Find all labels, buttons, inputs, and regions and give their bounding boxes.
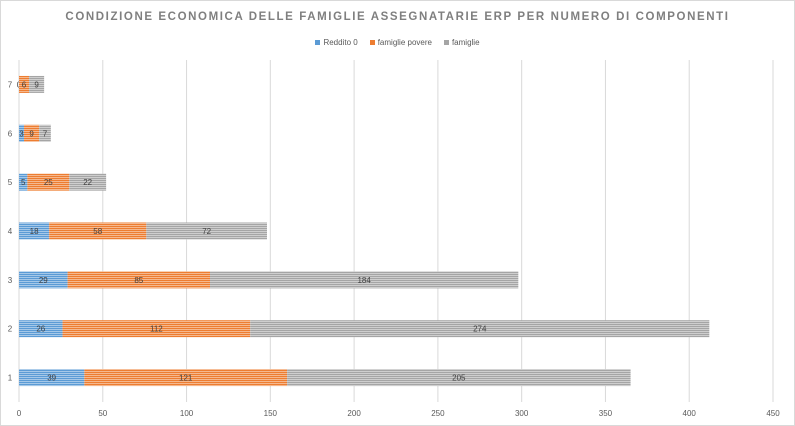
bar-segment bbox=[27, 173, 70, 191]
bar-segment bbox=[62, 320, 251, 338]
y-tick-label: 2 bbox=[8, 325, 13, 334]
y-tick-label: 3 bbox=[8, 276, 13, 285]
y-tick-label: 7 bbox=[8, 80, 13, 89]
data-label: 6 bbox=[22, 80, 27, 89]
bar-segment bbox=[84, 369, 288, 387]
data-label: 58 bbox=[93, 227, 102, 236]
data-label: 121 bbox=[179, 374, 193, 383]
bar-segment bbox=[19, 75, 30, 93]
legend-item-famiglie: famiglie bbox=[443, 38, 480, 47]
data-label: 184 bbox=[357, 276, 371, 285]
chart-title: CONDIZIONE ECONOMICA DELLE FAMIGLIE ASSE… bbox=[65, 11, 730, 23]
data-label: 22 bbox=[83, 178, 92, 187]
data-label: 72 bbox=[202, 227, 211, 236]
bar-segment bbox=[250, 320, 710, 338]
x-tick-label: 50 bbox=[98, 409, 107, 418]
data-label: 9 bbox=[34, 80, 39, 89]
bar-segment bbox=[19, 124, 25, 142]
bar-segment bbox=[29, 75, 45, 93]
bar-segment bbox=[19, 320, 63, 338]
bar-segment bbox=[146, 222, 267, 240]
legend-label-reddito-0: Reddito 0 bbox=[323, 38, 358, 47]
legend-swatch-famiglie-povere bbox=[369, 40, 375, 45]
data-label: 7 bbox=[43, 129, 48, 138]
legend-swatch-reddito-0 bbox=[315, 40, 321, 45]
bar-segment bbox=[24, 124, 40, 142]
data-label: 274 bbox=[473, 325, 487, 334]
legend: Reddito 0 famiglie povere famiglie bbox=[0, 38, 795, 47]
bar-segment bbox=[69, 173, 107, 191]
bar-segment bbox=[287, 369, 631, 387]
bar-segment bbox=[49, 222, 147, 240]
x-tick-label: 400 bbox=[683, 409, 697, 418]
bar-segment bbox=[67, 271, 211, 289]
legend-label-famiglie: famiglie bbox=[451, 38, 480, 47]
x-tick-label: 150 bbox=[264, 409, 278, 418]
bar-segment bbox=[210, 271, 519, 289]
bar-segment bbox=[19, 271, 68, 289]
data-label: 18 bbox=[30, 227, 39, 236]
data-label: 112 bbox=[150, 325, 163, 334]
legend-label-famiglie-povere: famiglie povere bbox=[377, 38, 432, 47]
bar-segment bbox=[39, 124, 51, 142]
y-tick-label: 5 bbox=[8, 178, 13, 187]
data-label: 9 bbox=[29, 129, 34, 138]
bar-segment bbox=[19, 369, 85, 387]
y-tick-label: 4 bbox=[8, 227, 13, 236]
data-label: 205 bbox=[452, 374, 466, 383]
data-label: 3 bbox=[19, 129, 24, 138]
x-tick-label: 450 bbox=[766, 409, 780, 418]
data-label: 39 bbox=[47, 374, 56, 383]
legend-swatch-famiglie bbox=[443, 40, 449, 45]
x-tick-label: 250 bbox=[431, 409, 445, 418]
legend-item-reddito-0: Reddito 0 bbox=[315, 38, 358, 47]
bar-segment bbox=[19, 173, 28, 191]
data-label: 85 bbox=[134, 276, 143, 285]
x-tick-label: 350 bbox=[599, 409, 613, 418]
x-tick-label: 300 bbox=[515, 409, 529, 418]
bar-segment bbox=[19, 222, 50, 240]
data-label: 26 bbox=[36, 325, 45, 334]
y-tick-label: 6 bbox=[8, 129, 13, 138]
data-label: 5 bbox=[21, 178, 26, 187]
legend-item-famiglie-povere: famiglie povere bbox=[369, 38, 432, 47]
x-tick-label: 100 bbox=[180, 409, 194, 418]
x-tick-label: 0 bbox=[17, 409, 22, 418]
y-tick-label: 1 bbox=[8, 374, 13, 383]
data-label: 25 bbox=[44, 178, 53, 187]
data-label: 29 bbox=[39, 276, 48, 285]
x-tick-label: 200 bbox=[347, 409, 361, 418]
